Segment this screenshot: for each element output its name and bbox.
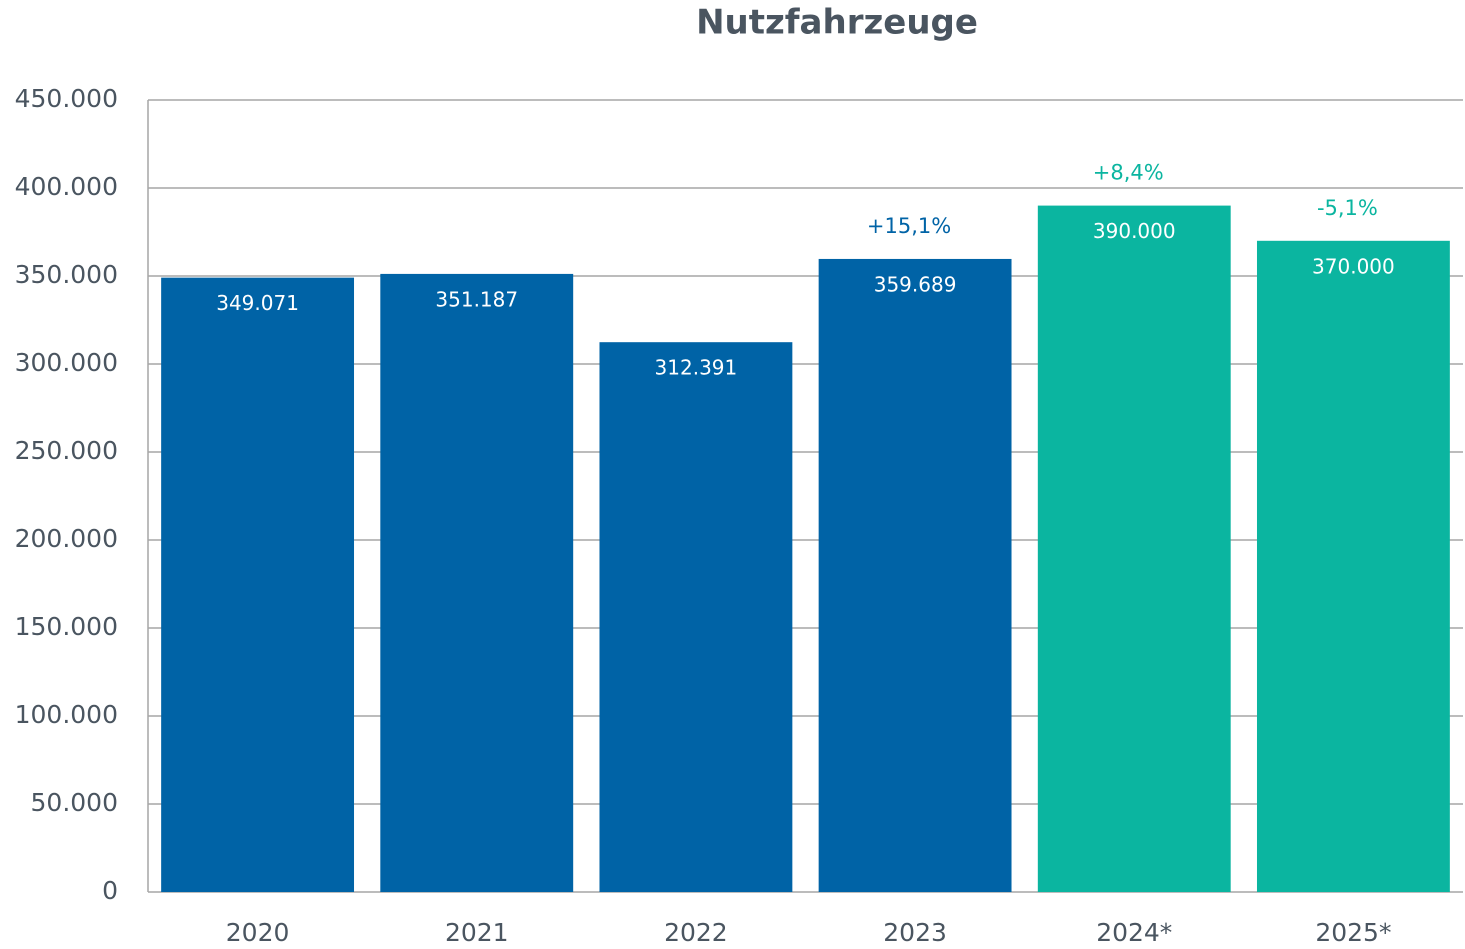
value-label: 349.071 — [216, 291, 299, 315]
x-tick-label: 2025* — [1315, 918, 1391, 947]
y-tick-label: 100.000 — [15, 700, 118, 729]
x-tick-label: 2020 — [226, 918, 290, 947]
y-tick-label: 450.000 — [15, 84, 118, 113]
annotation: +15,1% — [867, 214, 951, 238]
value-label: 359.689 — [874, 272, 957, 296]
bar — [1037, 205, 1231, 893]
annotation: +8,4% — [1093, 161, 1164, 185]
x-tick-label: 2022 — [664, 918, 728, 947]
bar — [161, 277, 355, 893]
x-tick-label: 2023 — [883, 918, 947, 947]
y-tick-label: 200.000 — [15, 524, 118, 553]
x-tick-label: 2024* — [1096, 918, 1172, 947]
y-tick-label: 250.000 — [15, 436, 118, 465]
y-tick-label: 0 — [102, 876, 118, 905]
value-label: 351.187 — [435, 287, 518, 311]
annotation: -5,1% — [1317, 196, 1378, 220]
y-tick-label: 300.000 — [15, 348, 118, 377]
x-tick-label: 2021 — [445, 918, 509, 947]
chart-title: Nutzfahrzeuge — [696, 3, 978, 43]
value-label: 370.000 — [1312, 254, 1395, 278]
bar — [380, 273, 574, 892]
y-tick-label: 150.000 — [15, 612, 118, 641]
bar — [599, 342, 793, 892]
bar — [818, 258, 1012, 892]
value-label: 390.000 — [1093, 219, 1176, 243]
y-tick-label: 400.000 — [15, 172, 118, 201]
y-tick-label: 50.000 — [31, 788, 118, 817]
y-tick-label: 350.000 — [15, 260, 118, 289]
bar — [1256, 240, 1450, 893]
value-label: 312.391 — [655, 356, 738, 380]
